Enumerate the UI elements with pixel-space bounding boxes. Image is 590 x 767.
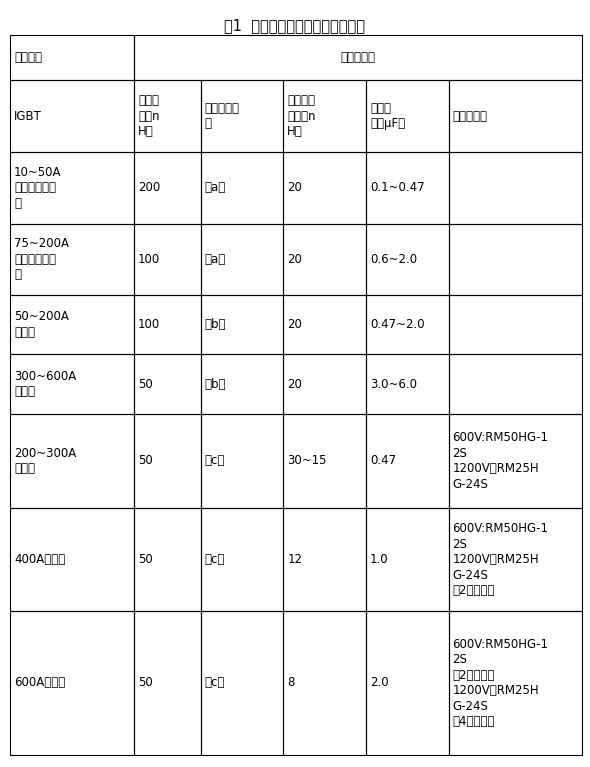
Text: 0.47: 0.47 — [370, 454, 396, 467]
Bar — [134, 152, 201, 223]
Text: （c）: （c） — [205, 553, 225, 566]
Text: 缓冲二极管: 缓冲二极管 — [453, 110, 487, 123]
Text: 50: 50 — [138, 676, 153, 690]
Bar — [134, 295, 201, 354]
Bar — [134, 354, 201, 413]
Text: 10~50A
六合一或七合
一: 10~50A 六合一或七合 一 — [14, 166, 61, 209]
Bar — [201, 81, 283, 152]
Text: 母线电
感（n
H）: 母线电 感（n H） — [138, 94, 159, 138]
Text: （c）: （c） — [205, 454, 225, 467]
Text: 表1  缓冲电路和功率电路推荐设计: 表1 缓冲电路和功率电路推荐设计 — [225, 18, 365, 33]
Text: 推荐设计值: 推荐设计值 — [340, 51, 375, 64]
Text: 600A一单元: 600A一单元 — [14, 676, 65, 690]
Text: 8: 8 — [287, 676, 294, 690]
Text: 200: 200 — [138, 181, 160, 194]
Text: 20: 20 — [287, 253, 302, 266]
Text: 75~200A
六合一或七合
一: 75~200A 六合一或七合 一 — [14, 237, 69, 281]
Bar — [134, 611, 201, 755]
Bar — [10, 611, 134, 755]
Text: 300~600A
双单元: 300~600A 双单元 — [14, 370, 76, 398]
Bar — [366, 354, 448, 413]
Bar — [283, 81, 366, 152]
Text: （b）: （b） — [205, 318, 226, 331]
Text: 50: 50 — [138, 454, 153, 467]
Bar — [10, 354, 134, 413]
Bar — [10, 295, 134, 354]
Bar — [201, 223, 283, 295]
Text: 400A一单元: 400A一单元 — [14, 553, 65, 566]
Bar — [283, 152, 366, 223]
Text: 50: 50 — [138, 553, 153, 566]
Bar — [448, 413, 582, 508]
Text: 100: 100 — [138, 253, 160, 266]
Text: （b）: （b） — [205, 377, 226, 390]
Bar — [366, 223, 448, 295]
Text: 100: 100 — [138, 318, 160, 331]
Bar — [448, 152, 582, 223]
Text: （a）: （a） — [205, 181, 226, 194]
Bar — [366, 413, 448, 508]
Bar — [10, 508, 134, 611]
Text: 缓冲电路
电感（n
H）: 缓冲电路 电感（n H） — [287, 94, 316, 138]
Text: 0.47~2.0: 0.47~2.0 — [370, 318, 425, 331]
Bar — [134, 35, 582, 81]
Bar — [283, 295, 366, 354]
Text: 0.1~0.47: 0.1~0.47 — [370, 181, 425, 194]
Bar — [10, 152, 134, 223]
Text: 1.0: 1.0 — [370, 553, 389, 566]
Text: 20: 20 — [287, 318, 302, 331]
Text: 50~200A
双单元: 50~200A 双单元 — [14, 311, 69, 339]
Bar — [366, 81, 448, 152]
Bar — [10, 223, 134, 295]
Text: 2.0: 2.0 — [370, 676, 389, 690]
Text: 缓冲电路类
型: 缓冲电路类 型 — [205, 102, 240, 130]
Bar — [201, 611, 283, 755]
Text: 0.6~2.0: 0.6~2.0 — [370, 253, 417, 266]
Text: 200~300A
一单元: 200~300A 一单元 — [14, 446, 76, 475]
Bar — [366, 508, 448, 611]
Text: 50: 50 — [138, 377, 153, 390]
Bar — [448, 81, 582, 152]
Bar — [448, 223, 582, 295]
Bar — [448, 611, 582, 755]
Text: 600V:RM50HG-1
2S
1200V：RM25H
G-24S: 600V:RM50HG-1 2S 1200V：RM25H G-24S — [453, 431, 549, 491]
Bar — [283, 611, 366, 755]
Bar — [283, 223, 366, 295]
Text: 模块型号: 模块型号 — [14, 51, 42, 64]
Bar — [10, 413, 134, 508]
Bar — [448, 295, 582, 354]
Text: IGBT: IGBT — [14, 110, 42, 123]
Bar — [201, 152, 283, 223]
Text: （c）: （c） — [205, 676, 225, 690]
Bar — [134, 223, 201, 295]
Text: 12: 12 — [287, 553, 302, 566]
Bar — [201, 508, 283, 611]
Bar — [10, 81, 134, 152]
Text: 600V:RM50HG-1
2S
1200V：RM25H
G-24S
（2个并联）: 600V:RM50HG-1 2S 1200V：RM25H G-24S （2个并联… — [453, 522, 549, 597]
Text: 20: 20 — [287, 377, 302, 390]
Text: 缓冲电
容（μF）: 缓冲电 容（μF） — [370, 102, 405, 130]
Bar — [134, 81, 201, 152]
Bar — [10, 35, 134, 81]
Text: 3.0~6.0: 3.0~6.0 — [370, 377, 417, 390]
Bar — [366, 295, 448, 354]
Bar — [448, 354, 582, 413]
Text: 20: 20 — [287, 181, 302, 194]
Bar — [448, 508, 582, 611]
Text: 600V:RM50HG-1
2S
（2个并联）
1200V：RM25H
G-24S
（4个并联）: 600V:RM50HG-1 2S （2个并联） 1200V：RM25H G-24… — [453, 637, 549, 728]
Bar — [134, 508, 201, 611]
Bar — [366, 152, 448, 223]
Bar — [201, 413, 283, 508]
Bar — [201, 354, 283, 413]
Bar — [134, 413, 201, 508]
Text: （a）: （a） — [205, 253, 226, 266]
Bar — [283, 354, 366, 413]
Bar — [283, 508, 366, 611]
Bar — [201, 295, 283, 354]
Bar — [283, 413, 366, 508]
Text: 30~15: 30~15 — [287, 454, 327, 467]
Bar — [366, 611, 448, 755]
